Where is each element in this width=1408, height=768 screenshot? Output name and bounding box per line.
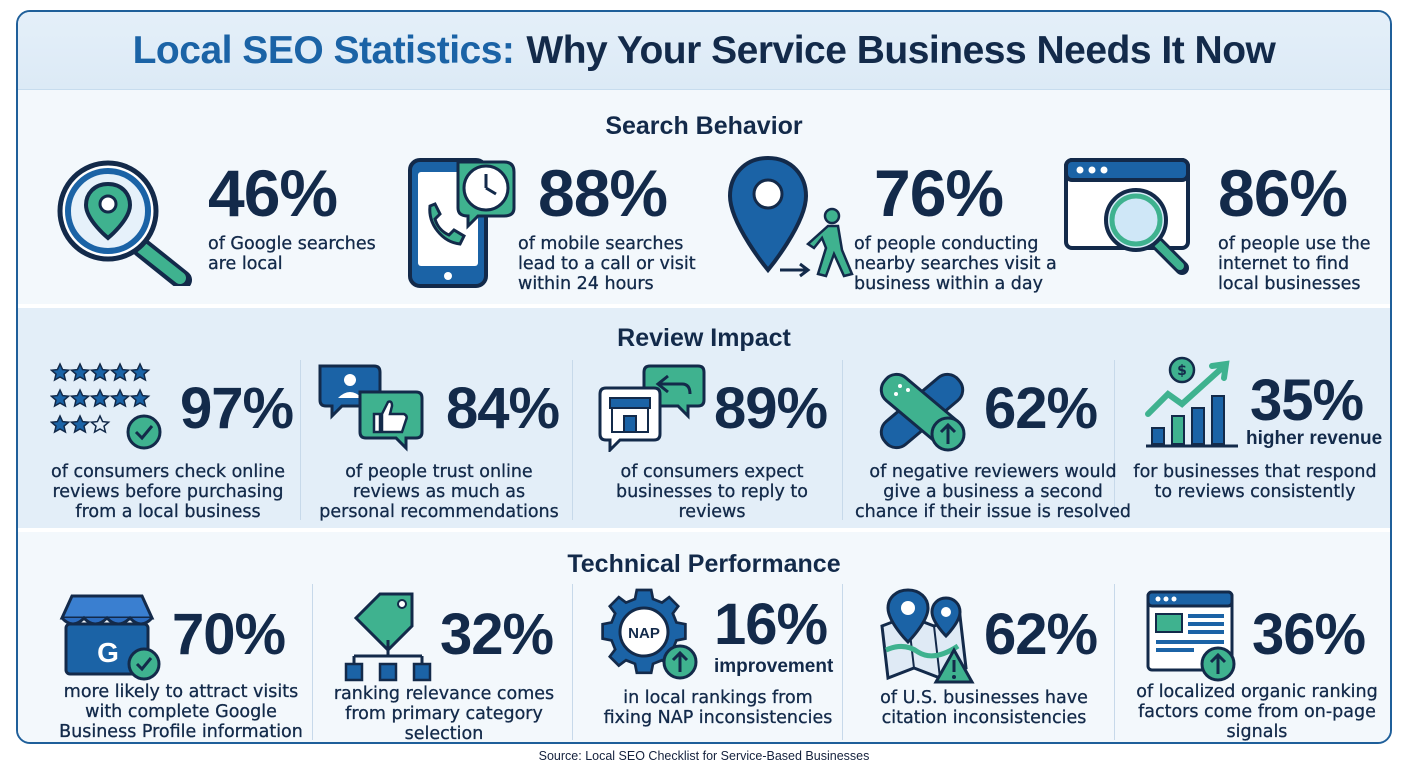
section-title: Search Behavior (605, 112, 803, 140)
store-reply-icon (598, 364, 706, 452)
infographic-frame: Local SEO Statistics: Why Your Service B… (16, 10, 1392, 744)
stat-description: of people use the internet to find local… (1218, 234, 1371, 294)
stat-value: 62% (984, 602, 1098, 667)
section-review-impact: Review Impact 97% of consumers check onl… (18, 308, 1390, 528)
stat-value: 16% (714, 592, 828, 657)
stat-subtitle: improvement (714, 656, 834, 677)
stat-value: 62% (984, 376, 1098, 441)
column-separator (1114, 584, 1115, 740)
column-separator (842, 584, 843, 740)
stat-value: 84% (446, 376, 560, 441)
stat-value: 70% (172, 602, 286, 667)
stat-description: of Google searches are local (208, 234, 376, 274)
svg-text:$: $ (1177, 363, 1187, 379)
column-separator (572, 360, 573, 520)
svg-text:G: G (97, 637, 119, 668)
revenue-growth-icon: $ (1145, 356, 1238, 448)
stat-value: 89% (714, 376, 828, 441)
stat-description: for businesses that respond to reviews c… (1133, 462, 1377, 502)
column-separator (842, 360, 843, 520)
section-divider (18, 528, 1390, 532)
star-rating-icon (50, 362, 162, 450)
stat-description: of negative reviewers would give a busin… (855, 462, 1131, 522)
stat-description: of localized organic ranking factors com… (1136, 682, 1378, 742)
stat-subtitle: higher revenue (1246, 428, 1383, 449)
stat-value: 86% (1218, 156, 1348, 230)
webpage-upload-icon (1146, 590, 1236, 682)
phone-clock-icon (408, 158, 516, 288)
stat-description: of mobile searches lead to a call or vis… (518, 234, 696, 294)
map-warning-icon (880, 588, 975, 684)
page-title: Local SEO Statistics: Why Your Service B… (18, 12, 1390, 90)
bandage-icon (879, 372, 966, 452)
stat-description: of consumers expect businesses to reply … (616, 462, 808, 522)
stat-value: 97% (180, 376, 294, 441)
stat-description: ranking relevance comes from primary cat… (333, 684, 555, 744)
section-technical-performance: Technical Performance G 70% more likely … (18, 532, 1390, 744)
stat-description: more likely to attract visits with compl… (59, 682, 303, 742)
stat-value: 76% (874, 156, 1004, 230)
stat-value: 46% (208, 156, 338, 230)
stat-description: in local rankings from fixing NAP incons… (603, 688, 833, 728)
pin-walker-icon (727, 155, 854, 278)
column-separator (300, 360, 301, 520)
category-tree-icon (344, 592, 432, 682)
column-separator (1114, 360, 1115, 520)
stat-value: 32% (440, 602, 554, 667)
google-business-icon: G (59, 594, 161, 681)
thumbs-up-chat-icon (318, 364, 424, 452)
nap-badge-text: NAP (628, 625, 660, 642)
source-caption: Source: Local SEO Checklist for Service-… (538, 749, 870, 763)
stat-description: of people conducting nearby searches vis… (854, 234, 1057, 294)
column-separator (312, 584, 313, 740)
stat-value: 88% (538, 156, 668, 230)
column-separator (572, 584, 573, 740)
stat-description: of U.S. businesses have citation inconsi… (880, 688, 1088, 728)
title-highlight: Local SEO Statistics: (132, 28, 515, 72)
stat-description: of consumers check online reviews before… (51, 462, 285, 522)
section-title: Review Impact (617, 324, 791, 352)
stat-value: 35% (1250, 368, 1364, 433)
section-search-behavior: Search Behavior 46% of Google searches a… (18, 90, 1390, 304)
browser-search-icon (1064, 158, 1190, 275)
section-title: Technical Performance (567, 550, 841, 578)
stat-description: of people trust online reviews as much a… (319, 462, 559, 522)
nap-gear-icon: NAP (601, 588, 698, 680)
search-location-icon (57, 160, 192, 286)
title-main: Why Your Service Business Needs It Now (526, 28, 1276, 72)
stat-value: 36% (1252, 602, 1366, 667)
section-divider (18, 304, 1390, 308)
